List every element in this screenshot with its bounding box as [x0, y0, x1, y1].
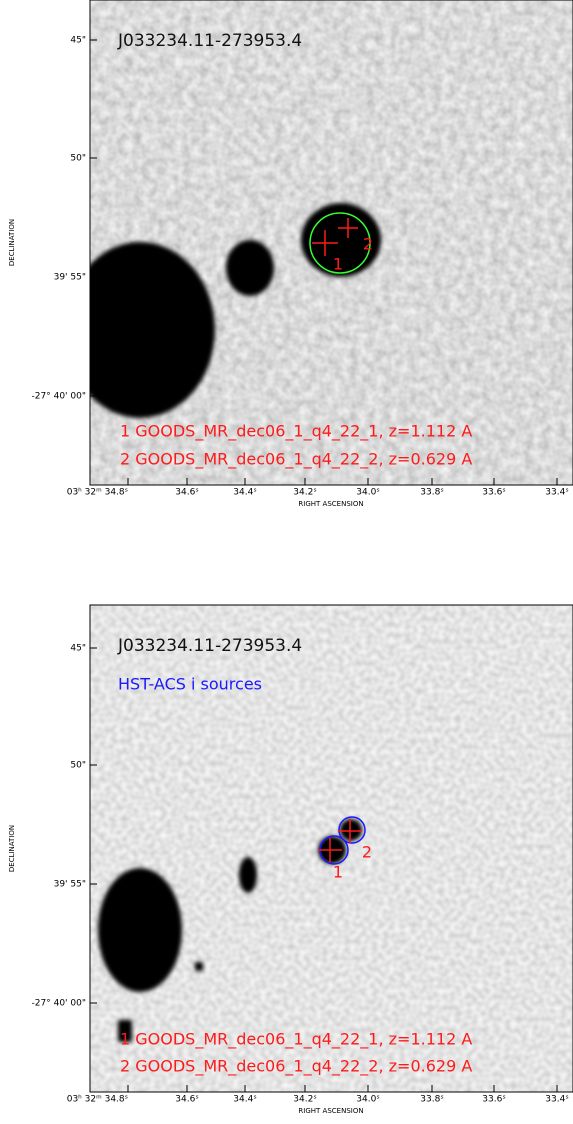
title: J033234.11-273953.4 [117, 31, 302, 51]
x-tick-label: 34.0ˢ [356, 1095, 379, 1105]
x-tick-label: 34.2ˢ [293, 1095, 316, 1105]
y-tick-label: 45" [70, 36, 86, 46]
x-tick-label: 34.2ˢ [293, 488, 316, 498]
x-tick-label: 34.0ˢ [356, 488, 379, 498]
x-tick-label: 34.4ˢ [233, 488, 256, 498]
x-tick-label: 34.4ˢ [233, 1095, 256, 1105]
y-axis-label: DECLINATION [8, 825, 16, 872]
x-tick-label: 34.6ˢ [175, 1095, 198, 1105]
x-tick-label: 33.4ˢ [545, 488, 568, 498]
x-tick-label: 33.8ˢ [420, 488, 443, 498]
legend-line: 1 GOODS_MR_dec06_1_q4_22_1, z=1.112 A [120, 422, 472, 442]
y-axis-label: DECLINATION [8, 219, 16, 266]
x-tick-label: 34.6ˢ [175, 488, 198, 498]
x-tick-label: 33.4ˢ [545, 1095, 568, 1105]
x-tick-label: 03ʰ 32ᵐ 34.8ˢ [67, 1095, 128, 1105]
x-axis-label: RIGHT ASCENSION [298, 1107, 363, 1115]
source-label: 2 [363, 235, 373, 254]
x-tick-label: 33.8ˢ [420, 1095, 443, 1105]
y-tick-label: 45" [70, 644, 86, 654]
y-tick-label: 50" [70, 761, 86, 771]
source-label: 2 [362, 843, 372, 862]
x-tick-label: 33.6ˢ [482, 1095, 505, 1105]
legend-line: 2 GOODS_MR_dec06_1_q4_22_2, z=0.629 A [120, 450, 472, 470]
page: J033234.11-273953.4121 GOODS_MR_dec06_1_… [0, 0, 573, 1124]
x-tick-label: 33.6ˢ [482, 488, 505, 498]
y-tick-label: 50" [70, 154, 86, 164]
y-tick-label: 39' 55" [54, 880, 86, 890]
legend-line: 2 GOODS_MR_dec06_1_q4_22_2, z=0.629 A [120, 1057, 472, 1077]
x-tick-label: 03ʰ 32ᵐ 34.8ˢ [67, 488, 128, 498]
title: J033234.11-273953.4 [117, 636, 302, 656]
catalog: HST-ACS i sources [118, 675, 262, 694]
source-label: 1 [333, 255, 343, 274]
image-1 [65, 0, 573, 485]
x-axis-label: RIGHT ASCENSION [298, 500, 363, 508]
y-tick-label: -27° 40' 00" [32, 392, 86, 402]
y-tick-label: -27° 40' 00" [32, 999, 86, 1009]
source-label: 1 [333, 863, 343, 882]
legend-line: 1 GOODS_MR_dec06_1_q4_22_1, z=1.112 A [120, 1030, 472, 1050]
y-tick-label: 39' 55" [54, 273, 86, 283]
